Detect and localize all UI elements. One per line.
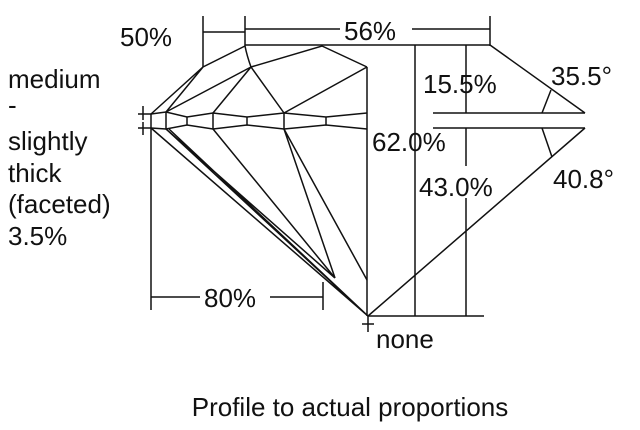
pavilion-depth-label: 43.0% xyxy=(419,172,493,202)
caption: Profile to actual proportions xyxy=(192,392,509,422)
measurement-labels: 50% 56% 15.5% 35.5° 62.0% 43.0% 40.8° 80… xyxy=(120,16,614,354)
crown-angle-label: 35.5° xyxy=(551,61,612,91)
dimension-lines xyxy=(138,16,586,332)
girdle-label-line: (faceted) xyxy=(8,189,111,219)
girdle-label-line: - xyxy=(8,90,17,120)
lower-half-label: 80% xyxy=(204,283,256,313)
girdle-label-line: slightly xyxy=(8,126,87,156)
total-depth-label: 62.0% xyxy=(372,127,446,157)
girdle-label-line: thick xyxy=(8,158,62,188)
crown-height-label: 15.5% xyxy=(423,69,497,99)
culet-label: none xyxy=(376,324,434,354)
girdle-label-line: 3.5% xyxy=(8,221,67,251)
diamond-profile xyxy=(150,45,369,317)
girdle-thickness-label: medium - slightly thick (faceted) 3.5% xyxy=(8,64,111,251)
table-label: 56% xyxy=(344,16,396,46)
crown-dim-label: 50% xyxy=(120,22,172,52)
girdle-label-line: medium xyxy=(8,64,100,94)
pavilion-angle-label: 40.8° xyxy=(553,164,614,194)
